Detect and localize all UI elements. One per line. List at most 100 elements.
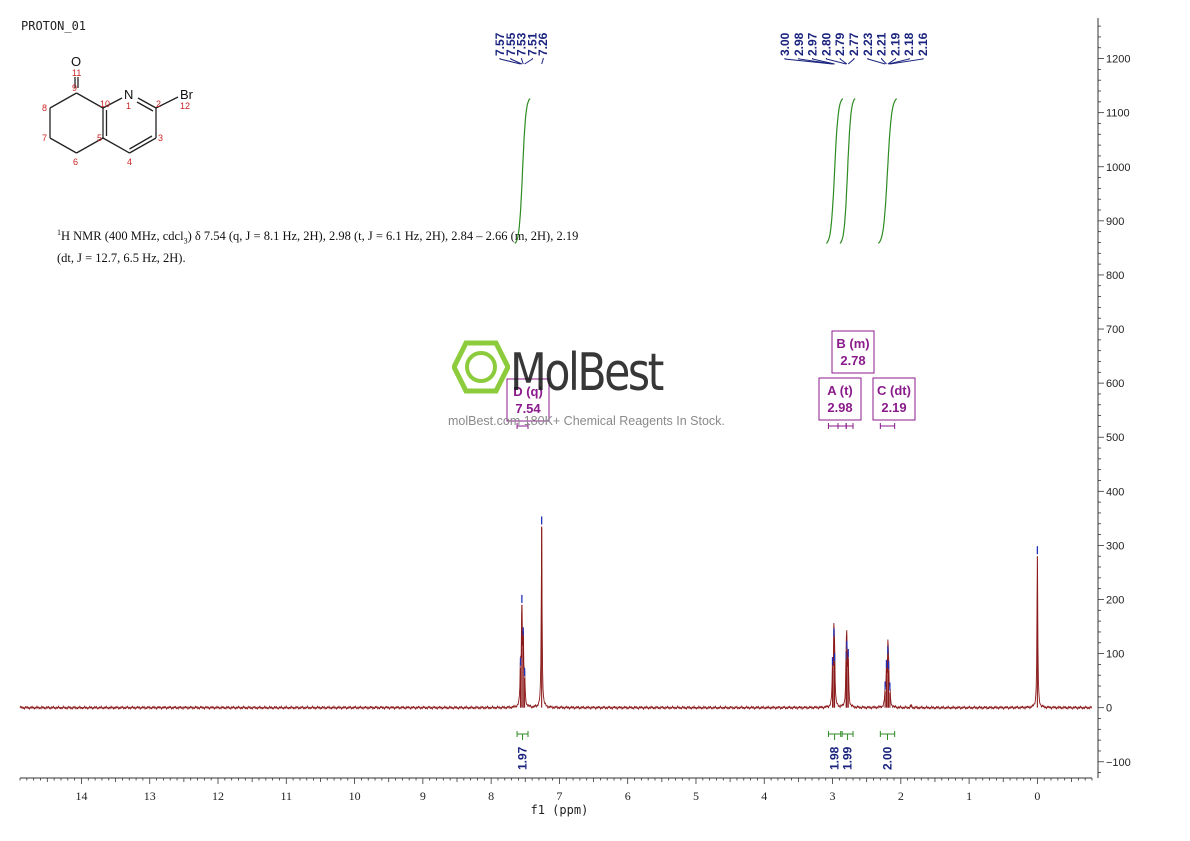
x-tick-label: 12 [212, 789, 224, 803]
atom-number: 5 [97, 133, 102, 143]
nmr-summary-line1-prefix: H NMR (400 MHz, cdcl [61, 229, 184, 244]
y-tick-label: 1200 [1106, 54, 1130, 66]
peak-label-text: 2.18 [902, 32, 916, 56]
multiplet-label: C (dt) [877, 383, 911, 398]
peak-label-text: 7.26 [536, 32, 550, 56]
atom-o: O [71, 54, 81, 69]
y-tick-label: 500 [1106, 432, 1124, 444]
peak-label-connector [798, 58, 834, 65]
peak-label-connector [867, 58, 886, 65]
peak-label-text: 2.23 [861, 32, 875, 56]
watermark-hexagon-icon [452, 340, 510, 394]
y-tick-label: 400 [1106, 486, 1124, 498]
multiplet-box: B (m) 2.78 [831, 330, 875, 374]
peak-label-connector [784, 58, 833, 65]
y-tick-label: 700 [1106, 324, 1124, 336]
peak-label: 2.77 [847, 32, 861, 65]
peak-label-text: 2.97 [806, 32, 820, 56]
multiplet-frame [831, 330, 875, 374]
peak-label-connector [889, 58, 924, 65]
peak-label: 7.26 [536, 32, 550, 65]
peak-label-connector [541, 58, 544, 65]
y-tick-label: 900 [1106, 216, 1124, 228]
multiplet-frame [872, 377, 916, 421]
atom-number: 3 [158, 133, 163, 143]
peak-label-text: 7.55 [504, 32, 518, 56]
peak-label-connector [881, 58, 887, 65]
atom-number: 12 [180, 101, 190, 111]
peak-label-text: 3.00 [778, 32, 792, 56]
x-tick-label: 8 [488, 789, 494, 803]
y-tick-label: 0 [1106, 703, 1112, 715]
x-axis-label: f1 (ppm) [531, 803, 589, 817]
peak-label-text: 2.98 [792, 32, 806, 56]
integral: 1.98 [828, 731, 842, 770]
peak-label: 7.55 [504, 32, 523, 65]
peak-label: 2.80 [819, 32, 847, 65]
x-tick-label: 9 [420, 789, 426, 803]
integral: 2.00 [879, 731, 896, 770]
integral-value: 1.99 [841, 746, 855, 770]
atom-number: 8 [42, 103, 47, 113]
peak-label: 7.53 [515, 32, 529, 65]
multiplet-label: A (t) [827, 383, 853, 398]
peak-label-text: 7.51 [525, 32, 539, 56]
peak-label-connector [825, 58, 847, 65]
peak-label: 2.16 [889, 32, 930, 65]
peak-label: 3.00 [778, 32, 833, 65]
atom-number: 10 [100, 99, 110, 109]
nmr-summary-line2: (dt, J = 12.7, 6.5 Hz, 2H). [57, 250, 186, 265]
atom-number: 2 [156, 99, 161, 109]
y-tick-label: 100 [1106, 649, 1124, 661]
integral: 1.97 [516, 731, 530, 770]
peak-label: 2.21 [875, 32, 889, 65]
peak-label-text: 7.57 [493, 32, 507, 56]
integral-value: 2.00 [881, 746, 895, 770]
multiplet-value: 2.98 [827, 400, 852, 415]
atom-number: 11 [72, 68, 81, 78]
integral-value: 1.97 [516, 746, 530, 770]
peak-label: 2.98 [792, 32, 834, 65]
peak-label-text: 2.80 [819, 32, 833, 56]
integral-curve [825, 98, 844, 244]
multiplet-frame [818, 377, 862, 421]
integral-curve [514, 98, 531, 244]
atom-number: 7 [42, 133, 47, 143]
y-tick-label: 1100 [1106, 108, 1130, 120]
x-tick-label: 6 [625, 789, 631, 803]
peak-label: 2.79 [833, 32, 848, 65]
y-tick-label: 800 [1106, 270, 1124, 282]
peak-label: 2.23 [861, 32, 886, 65]
atom-n: N [124, 87, 133, 102]
molecule-structure: O N Br 11 9 8 7 6 5 10 1 2 12 3 4 [42, 54, 194, 167]
x-tick-label: 3 [830, 789, 836, 803]
multiplet-value: 2.78 [840, 353, 865, 368]
peak-label-connector [888, 58, 910, 65]
peak-label: 2.97 [806, 32, 835, 65]
integral-value: 1.98 [828, 746, 842, 770]
multiplet-label: D (q) [513, 384, 543, 399]
peak-label-connector [847, 58, 855, 65]
watermark-brand: MolBest [510, 343, 664, 403]
x-tick-label: 0 [1034, 789, 1040, 803]
peak-label-text: 2.21 [875, 32, 889, 56]
peak-label: 7.57 [493, 32, 521, 65]
multiplet-box: D (q) 7.54 [506, 378, 550, 422]
y-tick-label: 200 [1106, 594, 1124, 606]
multiplet-label: B (m) [836, 336, 869, 351]
peak-label-text: 2.79 [833, 32, 847, 56]
peak-label-connector [839, 58, 848, 65]
x-tick-label: 4 [761, 789, 767, 803]
peak-label-connector [510, 58, 523, 65]
peak-label-text: 2.19 [888, 32, 902, 56]
x-tick-label: 13 [144, 789, 156, 803]
y-tick-label: 1000 [1106, 162, 1130, 174]
y-tick-label: 300 [1106, 540, 1124, 552]
peak-label-connector [521, 58, 524, 65]
peak-label: 2.18 [888, 32, 916, 65]
y-tick-label: −100 [1106, 757, 1131, 769]
x-tick-label: 2 [898, 789, 904, 803]
multiplet-value: 2.19 [881, 400, 906, 415]
nmr-summary-line1-rest: ) δ 7.54 (q, J = 8.1 Hz, 2H), 2.98 (t, J… [187, 229, 579, 244]
